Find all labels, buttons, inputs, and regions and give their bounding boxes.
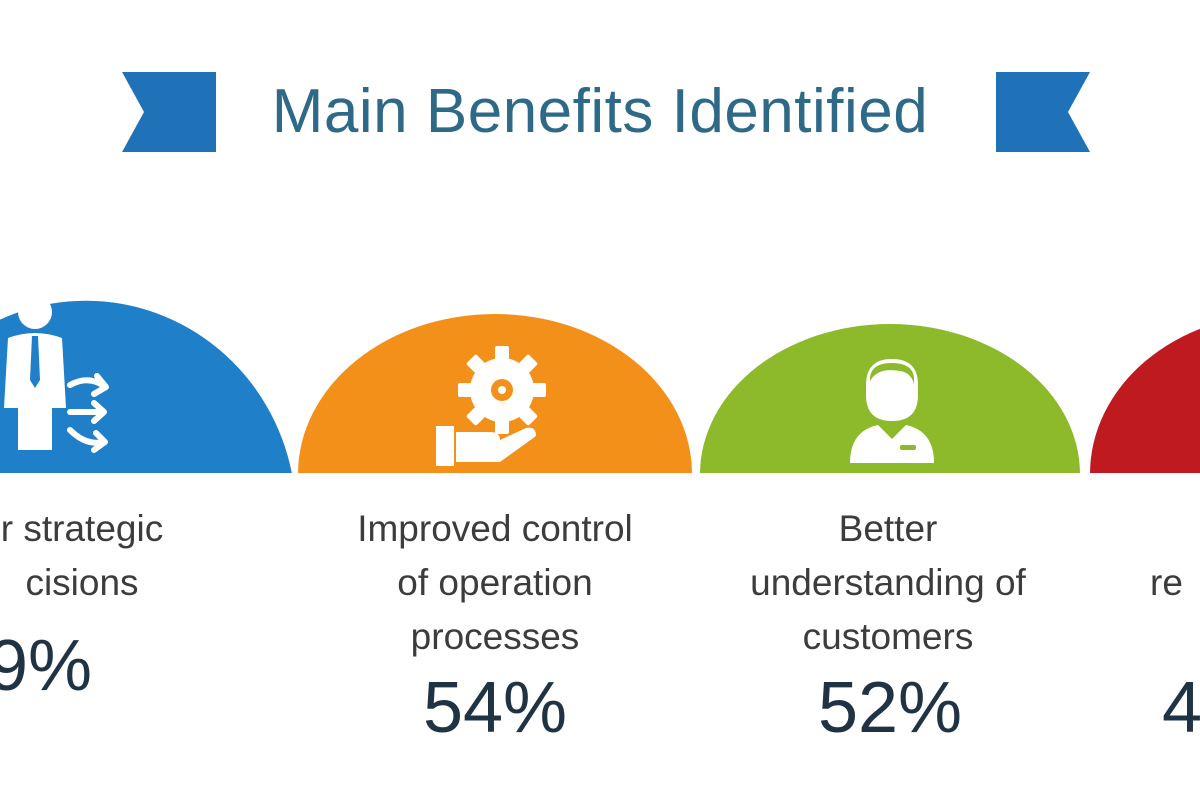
title-banner: Main Benefits Identified bbox=[0, 0, 1200, 200]
benefit-3-label: Better understanding of customers bbox=[698, 502, 1078, 664]
benefit-3-label-line-2: understanding of bbox=[750, 562, 1026, 603]
benefit-1-label-line-2: cisions bbox=[25, 562, 139, 603]
benefit-1-label: r strategic cisions bbox=[0, 502, 272, 610]
benefit-3-label-line-3: customers bbox=[802, 616, 974, 657]
dome-baseline bbox=[0, 473, 1200, 476]
benefit-1-label-line-1: r strategic bbox=[0, 508, 164, 549]
gear-hand-icon bbox=[436, 346, 546, 466]
ribbon-right-icon bbox=[996, 72, 1090, 152]
benefit-2-label-line-2: of operation bbox=[397, 562, 593, 603]
benefit-3-percent: 52% bbox=[817, 668, 963, 748]
benefit-3-label-line-1: Better bbox=[838, 508, 938, 549]
benefit-1-percent: 9% bbox=[0, 626, 93, 706]
benefit-4-percent: 4 bbox=[1162, 668, 1200, 748]
benefit-2-label-line-3: processes bbox=[410, 616, 580, 657]
benefit-4-label-line-1: re bbox=[1150, 562, 1183, 603]
businessman-arrows-icon bbox=[4, 295, 109, 453]
benefit-2-label: Improved control of operation processes bbox=[305, 502, 685, 664]
benefit-4-label: re bbox=[1150, 556, 1200, 610]
page-title: Main Benefits Identified bbox=[271, 77, 929, 146]
benefit-2-percent: 54% bbox=[422, 668, 568, 748]
dome-red bbox=[1090, 328, 1200, 474]
ribbon-left-icon bbox=[122, 72, 216, 152]
customer-service-icon bbox=[850, 359, 934, 463]
benefit-2-label-line-1: Improved control bbox=[357, 508, 633, 549]
